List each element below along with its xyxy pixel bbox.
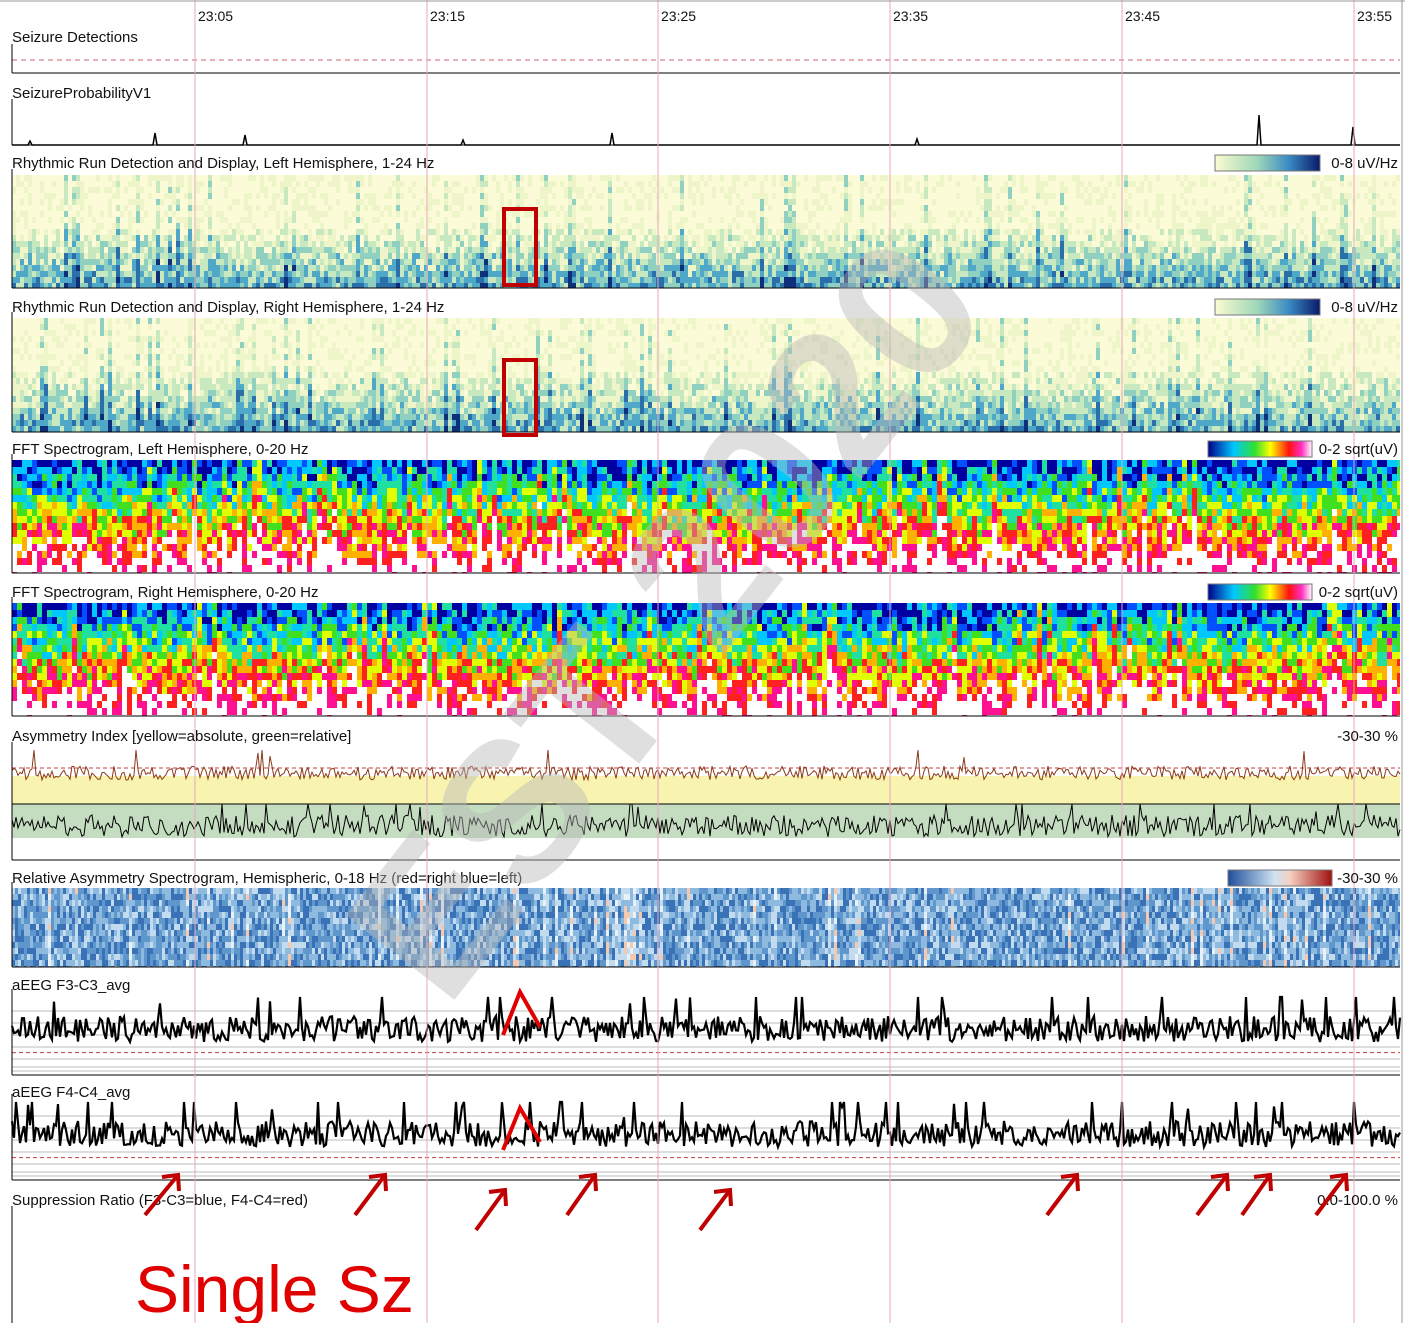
panel-title: FFT Spectrogram, Left Hemisphere, 0-20 H… xyxy=(12,441,309,458)
absolute-area xyxy=(12,776,1400,804)
color-bar xyxy=(1208,584,1312,600)
panel-title: Rhythmic Run Detection and Display, Left… xyxy=(12,155,434,172)
color-bar xyxy=(1215,299,1320,315)
panel-title: Rhythmic Run Detection and Display, Righ… xyxy=(12,299,444,316)
panel-title: aEEG F4-C4_avg xyxy=(12,1084,130,1101)
eeg-screen: 23:05 23:15 23:25 23:35 23:45 23:55 Seizure De… xyxy=(0,0,1405,1323)
time-label: 23:05 xyxy=(198,8,233,24)
arrow-shaft xyxy=(1242,1175,1270,1215)
color-bar xyxy=(1215,155,1320,171)
time-label: 23:15 xyxy=(430,8,465,24)
arrow-shaft xyxy=(700,1190,730,1230)
panel-title: Seizure Detections xyxy=(12,29,138,46)
panel-scale: -30-30 % xyxy=(1337,728,1398,745)
panel-title: FFT Spectrogram, Right Hemisphere, 0-20 … xyxy=(12,584,319,601)
panel-scale: 0-2 sqrt(uV) xyxy=(1319,584,1398,601)
color-bar xyxy=(1208,441,1312,457)
time-label: 23:55 xyxy=(1357,8,1392,24)
time-label: 23:25 xyxy=(661,8,696,24)
panel-scale: 0-8 uV/Hz xyxy=(1331,299,1398,316)
arrow-shaft xyxy=(1197,1175,1227,1215)
panel-title: aEEG F3-C3_avg xyxy=(12,977,130,994)
annotation: Single Sz xyxy=(135,1252,414,1323)
time-label: 23:35 xyxy=(893,8,928,24)
panel-title: SeizureProbabilityV1 xyxy=(12,85,151,102)
probability-trace xyxy=(12,115,1400,145)
panel-scale: 0-2 sqrt(uV) xyxy=(1319,441,1398,458)
trace xyxy=(12,750,1400,780)
panel-scale: -30-30 % xyxy=(1337,870,1398,887)
arrow-shaft xyxy=(1047,1175,1077,1215)
arrow-shaft xyxy=(355,1175,385,1215)
arrow-shaft xyxy=(476,1190,505,1230)
time-label: 23:45 xyxy=(1125,8,1160,24)
page: {"time_axis":{"labels":["23:05","23:15",… xyxy=(0,0,1405,1323)
panel-title: Asymmetry Index [yellow=absolute, green=… xyxy=(12,728,351,745)
panel-scale: 0-8 uV/Hz xyxy=(1331,155,1398,172)
color-bar xyxy=(1228,870,1332,886)
arrow-shaft xyxy=(567,1175,595,1215)
